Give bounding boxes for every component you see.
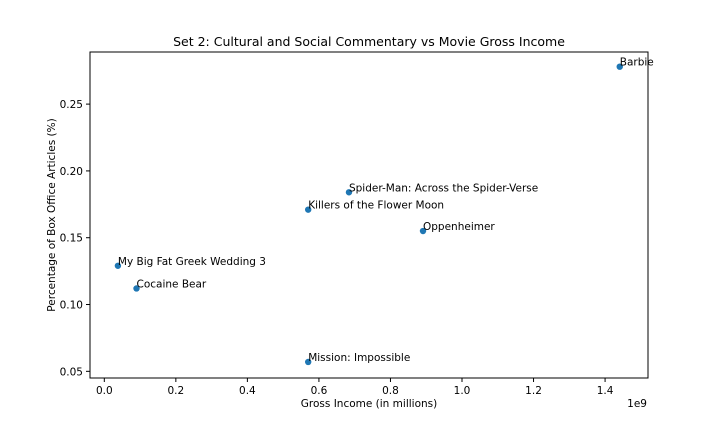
data-point [133, 285, 140, 292]
y-tick-label: 0.05 [60, 366, 83, 378]
point-label: Mission: Impossible [308, 352, 410, 364]
y-tick-label: 0.15 [60, 233, 83, 245]
point-label: Spider-Man: Across the Spider-Verse [349, 182, 538, 194]
x-tick-label: 0.2 [167, 385, 184, 397]
x-axis-offset-text: 1e9 [627, 398, 647, 410]
data-point [114, 262, 122, 269]
point-label: Barbie [620, 57, 654, 69]
data-point [419, 227, 427, 235]
x-tick-label: 1.2 [525, 385, 542, 397]
data-point [345, 189, 353, 196]
x-tick-label: 0.0 [96, 385, 113, 397]
x-tick-label: 0.4 [239, 385, 256, 397]
x-tick-label: 0.8 [382, 385, 399, 397]
x-tick-label: 0.6 [311, 385, 328, 397]
y-tick-label: 0.25 [60, 99, 83, 111]
chart-title: Set 2: Cultural and Social Commentary vs… [173, 34, 565, 49]
point-label: Killers of the Flower Moon [308, 200, 444, 212]
data-point [616, 63, 623, 70]
data-points [114, 63, 623, 366]
data-point [304, 206, 312, 213]
point-label: Oppenheimer [423, 221, 495, 233]
y-tick-label: 0.20 [60, 166, 83, 178]
y-tick-label: 0.10 [60, 300, 83, 312]
x-axis: 0.0 0.2 0.4 0.6 0.8 1.0 1.2 1.4 [96, 378, 614, 397]
x-tick-label: 1.0 [454, 385, 471, 397]
y-axis-label: Percentage of Box Office Articles (%) [46, 118, 58, 311]
x-axis-label: Gross Income (in millions) [301, 398, 437, 410]
point-label: My Big Fat Greek Wedding 3 [118, 256, 266, 268]
point-label: Cocaine Bear [137, 278, 207, 290]
data-point [304, 358, 312, 366]
plot-area-frame [89, 51, 649, 379]
y-axis: 0.05 0.10 0.15 0.20 0.25 [60, 99, 90, 378]
point-labels: Barbie Spider-Man: Across the Spider-Vers… [118, 57, 654, 364]
x-tick-label: 1.4 [597, 385, 614, 397]
